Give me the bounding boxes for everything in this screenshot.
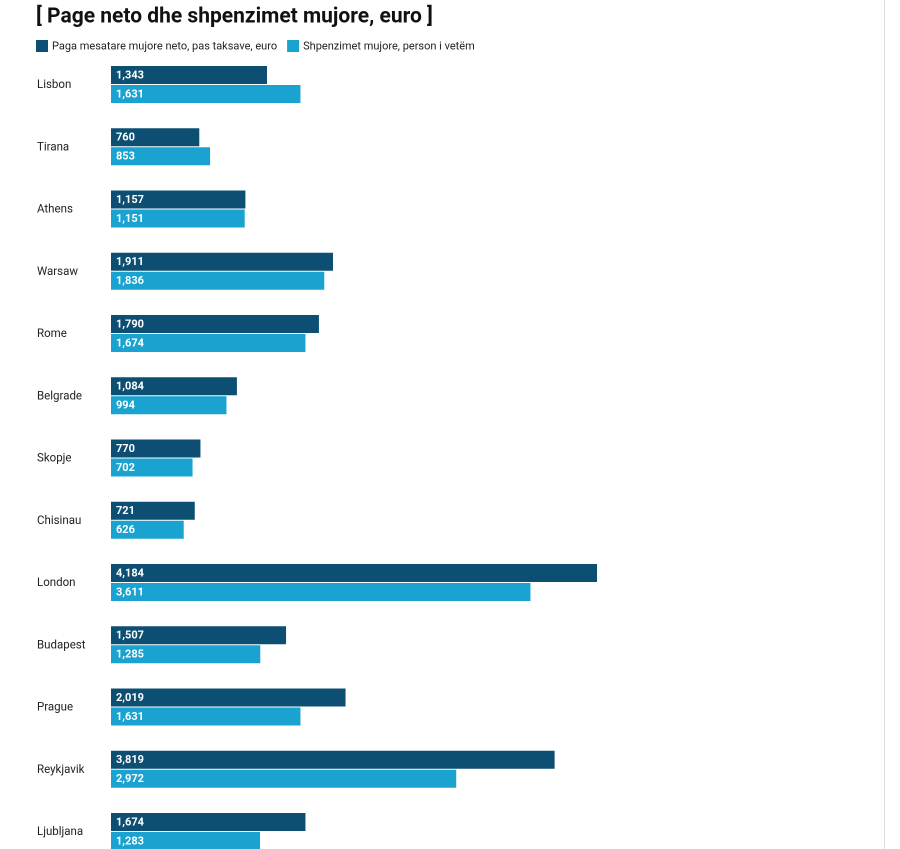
value-label: 721 bbox=[116, 504, 135, 517]
value-label: 1,084 bbox=[116, 380, 145, 393]
bar bbox=[111, 458, 193, 477]
legend-label: Paga mesatare mujore neto, pas taksave, … bbox=[52, 39, 277, 52]
value-label: 1,507 bbox=[116, 629, 144, 642]
bar bbox=[111, 750, 555, 769]
bar bbox=[111, 396, 227, 415]
value-label: 1,790 bbox=[116, 317, 144, 330]
category-label: Tirana bbox=[37, 139, 69, 153]
category-label: Prague bbox=[37, 700, 73, 714]
value-label: 994 bbox=[116, 399, 136, 412]
bar bbox=[111, 66, 268, 84]
value-label: 1,631 bbox=[116, 87, 144, 100]
legend-swatch bbox=[287, 40, 300, 52]
value-label: 770 bbox=[116, 442, 135, 455]
bar bbox=[111, 190, 246, 209]
value-label: 1,283 bbox=[116, 834, 144, 847]
value-label: 1,674 bbox=[116, 815, 145, 828]
category-label: Chisinau bbox=[37, 513, 81, 527]
bar bbox=[111, 813, 306, 831]
bar bbox=[111, 252, 333, 271]
category-label: Ljubljana bbox=[37, 824, 83, 838]
bar bbox=[111, 645, 261, 664]
category-label: Belgrade bbox=[37, 388, 82, 402]
chart-title: [ Page neto dhe shpenzimet mujore, euro … bbox=[36, 5, 433, 29]
category-label: Athens bbox=[37, 202, 73, 216]
category-label: London bbox=[37, 575, 76, 589]
bar bbox=[111, 564, 598, 582]
bar bbox=[111, 209, 245, 228]
bar bbox=[111, 271, 325, 290]
category-label: Skopje bbox=[37, 451, 72, 465]
value-label: 4,184 bbox=[116, 566, 145, 579]
bar bbox=[111, 128, 200, 147]
value-label: 3,819 bbox=[116, 753, 144, 766]
value-label: 1,151 bbox=[116, 212, 144, 225]
bar bbox=[111, 707, 301, 726]
bar bbox=[111, 85, 301, 103]
value-label: 1,343 bbox=[116, 68, 144, 81]
bar bbox=[111, 439, 201, 458]
bar bbox=[111, 520, 184, 539]
legend-label: Shpenzimet mujore, person i vetëm bbox=[303, 39, 475, 52]
value-label: 1,631 bbox=[116, 710, 144, 723]
bar bbox=[111, 315, 319, 333]
category-label: Rome bbox=[37, 326, 67, 340]
value-label: 1,836 bbox=[116, 274, 144, 287]
bar bbox=[111, 583, 531, 601]
value-label: 1,674 bbox=[116, 336, 145, 349]
bar bbox=[111, 626, 287, 645]
bar bbox=[111, 688, 346, 707]
category-label: Budapest bbox=[37, 637, 86, 651]
bar bbox=[111, 501, 195, 520]
bar bbox=[111, 832, 261, 849]
value-label: 1,285 bbox=[116, 648, 144, 661]
value-label: 853 bbox=[116, 150, 135, 163]
bar bbox=[111, 377, 237, 396]
value-label: 1,157 bbox=[116, 193, 144, 206]
bar bbox=[111, 147, 211, 166]
category-label: Warsaw bbox=[37, 264, 78, 278]
value-label: 2,972 bbox=[116, 772, 144, 785]
legend-swatch bbox=[36, 40, 48, 52]
value-label: 3,611 bbox=[116, 585, 144, 598]
value-label: 760 bbox=[116, 131, 135, 144]
bar bbox=[111, 334, 306, 352]
value-label: 2,019 bbox=[116, 691, 144, 704]
bar bbox=[111, 769, 457, 788]
category-label: Lisbon bbox=[37, 77, 71, 91]
value-label: 702 bbox=[116, 461, 135, 474]
value-label: 1,911 bbox=[116, 255, 144, 268]
category-label: Reykjavik bbox=[37, 762, 85, 776]
value-label: 626 bbox=[116, 523, 135, 536]
